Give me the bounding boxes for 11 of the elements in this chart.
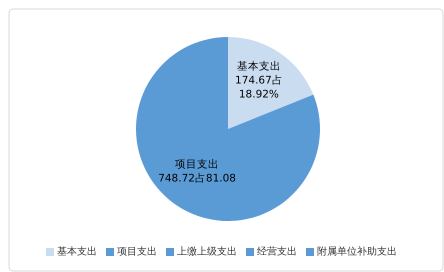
data-label: 174.67占 18.92% — [235, 73, 283, 100]
slice-label: 项目支出 — [175, 158, 220, 171]
legend-label: 上缴上级支出 — [177, 246, 237, 258]
legend-label: 附属单位补助支出 — [317, 246, 397, 258]
pie-slice — [228, 37, 314, 129]
pie-slice — [136, 37, 320, 221]
legend-label: 经营支出 — [257, 246, 297, 258]
slice-label: 基本支出 — [236, 59, 281, 72]
legend-label: 基本支出 — [57, 246, 97, 258]
data-label: 748.72占81.08 — [158, 172, 236, 185]
legend-label: 项目支出 — [117, 246, 157, 258]
